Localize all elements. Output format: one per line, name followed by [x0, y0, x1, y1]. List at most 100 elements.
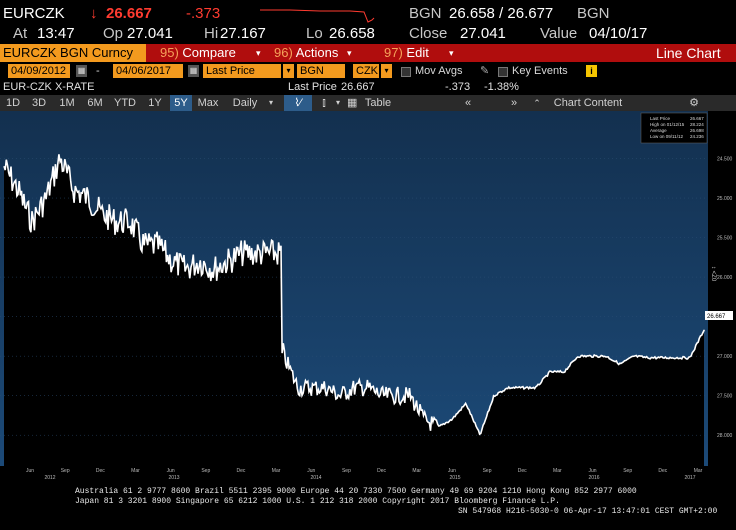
start-date-input[interactable]: 04/09/2012: [8, 64, 70, 78]
quote-header: EURCZK ↓ 26.667 -.373 BGN 26.658 / 26.67…: [0, 0, 736, 44]
edit-number: 97): [384, 45, 403, 60]
footer: Australia 61 2 9777 8600 Brazil 5511 239…: [0, 484, 736, 530]
actions-button[interactable]: 96) Actions ▾: [274, 44, 358, 62]
price-source-2: BGN: [577, 5, 610, 22]
edit-button[interactable]: 97) Edit ▾: [384, 44, 462, 62]
price-series-line: [3, 154, 705, 436]
period-6m-button[interactable]: 6M: [87, 97, 103, 109]
x-tick-label: Dec: [377, 468, 386, 474]
calendar-icon[interactable]: ▦: [188, 65, 199, 77]
x-year-label: 2016: [588, 475, 599, 481]
chart-zoom-label[interactable]: ↕ <Z0: [710, 266, 716, 282]
source-select[interactable]: BGN: [297, 64, 345, 78]
x-tick-label: Jun: [26, 468, 34, 474]
frequency-dropdown-icon[interactable]: ▾: [268, 98, 273, 107]
period-1m-button[interactable]: 1M: [59, 97, 75, 109]
x-tick-label: Sep: [201, 468, 210, 474]
chart-style-dropdown-icon[interactable]: ▾: [335, 98, 340, 107]
y-tick-label: 27.500: [717, 394, 733, 400]
edit-label: Edit: [406, 45, 429, 60]
compare-number: 95): [160, 45, 179, 60]
x-tick-label: Mar: [412, 468, 421, 474]
x-tick-label: Mar: [553, 468, 562, 474]
chart-content-icon[interactable]: ⌃: [533, 98, 541, 108]
scroll-right-icon[interactable]: »: [510, 97, 518, 109]
actions-dropdown-icon: ▾: [347, 48, 352, 58]
field-dropdown-icon[interactable]: ▾: [283, 64, 294, 78]
contact-line-1: Australia 61 2 9777 8600 Brazil 5511 239…: [75, 487, 637, 496]
legend-average-label: Average: [650, 128, 667, 133]
x-year-label: 2012: [44, 475, 55, 481]
pencil-icon[interactable]: ✎: [480, 65, 490, 77]
period-1d-button[interactable]: 1D: [5, 97, 21, 109]
price-source: BGN: [409, 5, 442, 22]
close-price: 27.041: [460, 25, 506, 42]
x-tick-label: Jun: [167, 468, 175, 474]
mov-avgs-label: Mov Avgs: [415, 65, 463, 77]
table-icon[interactable]: ▦: [347, 97, 358, 109]
quote-time: 13:47: [37, 25, 75, 42]
currency-select[interactable]: CZK: [353, 64, 379, 78]
calendar-icon[interactable]: ▦: [76, 65, 87, 77]
date-separator: -: [96, 65, 100, 77]
last-price-label: Last Price: [288, 81, 337, 93]
info-icon[interactable]: i: [586, 65, 597, 77]
key-events-label: Key Events: [512, 65, 568, 77]
actions-label: Actions: [295, 45, 339, 60]
edit-dropdown-icon: ▾: [449, 48, 454, 58]
legend-box[interactable]: Last Price 26.667 High on 01/12/15 28.22…: [640, 112, 708, 144]
currency-dropdown-icon[interactable]: ▾: [381, 64, 392, 78]
period-max-button[interactable]: Max: [197, 97, 219, 109]
down-arrow-icon: ↓: [90, 5, 98, 22]
x-tick-label: Jun: [307, 468, 315, 474]
x-axis: Jun Sep Dec Mar Jun Sep Dec Mar Jun Sep Dec Mar Jun S…: [26, 468, 703, 481]
x-year-label: 2017: [684, 475, 695, 481]
compare-label: Compare: [182, 45, 236, 60]
chart-controls: 04/09/2012 ▦ - 04/06/2017 ▦ Last Price ▾…: [0, 62, 736, 80]
x-tick-label: Sep: [623, 468, 632, 474]
x-year-label: 2015: [449, 475, 460, 481]
field-select[interactable]: Last Price: [203, 64, 281, 78]
contact-line-2: Japan 81 3 3201 8900 Singapore 65 6212 1…: [75, 497, 560, 506]
y-axis: 24.50025.00025.50026.00026.50027.00027.5…: [717, 157, 733, 440]
y-tick-label: 25.500: [717, 236, 733, 242]
period-1y-button[interactable]: 1Y: [148, 97, 162, 109]
change-value: -.373: [445, 81, 471, 93]
legend-average: 26.698: [690, 128, 704, 133]
period-5y-button[interactable]: 5Y: [170, 95, 192, 111]
end-date-input[interactable]: 04/06/2017: [113, 64, 183, 78]
compare-button[interactable]: 95) Compare ▾: [160, 44, 270, 62]
chart-svg: 24.50025.00025.50026.00026.50027.00027.5…: [0, 111, 733, 481]
legend-low-label: Low on 09/11/12: [650, 134, 683, 139]
security-name: EUR-CZK X-RATE: [3, 81, 95, 93]
bid-ask: 26.658 / 26.677: [449, 5, 554, 22]
x-tick-label: Dec: [236, 468, 245, 474]
low-label: Lo: [306, 25, 323, 42]
y-tick-label: 28.000: [717, 433, 733, 439]
frequency-select[interactable]: Daily: [232, 97, 258, 109]
y-tick-label: 26.000: [717, 275, 733, 281]
x-tick-label: Sep: [61, 468, 70, 474]
high-price: 27.167: [220, 25, 266, 42]
security-field[interactable]: EURCZK BGN Curncy: [0, 44, 146, 62]
ticker-symbol: EURCZK: [3, 5, 65, 22]
price-chart[interactable]: 24.50025.00025.50026.00026.50027.00027.5…: [0, 111, 736, 483]
mov-avgs-checkbox[interactable]: [401, 67, 411, 77]
net-change: -.373: [186, 5, 221, 22]
function-menu-bar: EURCZK BGN Curncy 95) Compare ▾ 96) Acti…: [0, 44, 736, 62]
change-percent: -1.38%: [484, 81, 519, 93]
line-chart-icon[interactable]: ⌇⁄: [284, 95, 312, 111]
y-tick-label: 24.500: [717, 157, 733, 163]
key-events-checkbox[interactable]: [498, 67, 508, 77]
table-button[interactable]: Table: [364, 97, 392, 109]
chart-content-button[interactable]: Chart Content: [553, 97, 623, 109]
compare-dropdown-icon: ▾: [256, 48, 261, 58]
scroll-left-icon[interactable]: «: [464, 97, 472, 109]
x-year-label: 2014: [310, 475, 321, 481]
gear-icon[interactable]: ⚙: [689, 97, 699, 109]
period-3d-button[interactable]: 3D: [31, 97, 47, 109]
bar-chart-icon[interactable]: ⫾: [322, 97, 326, 109]
value-date: 04/10/17: [589, 25, 648, 42]
period-ytd-button[interactable]: YTD: [114, 97, 136, 109]
chart-type-title: Line Chart: [656, 45, 721, 61]
